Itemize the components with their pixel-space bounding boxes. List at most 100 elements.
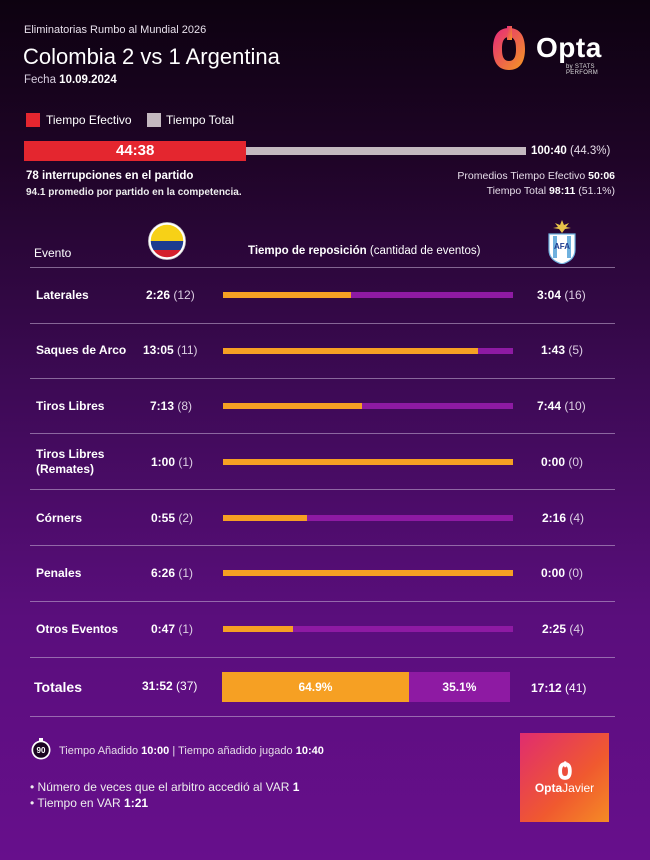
totals-argentina-count: (41): [565, 681, 587, 695]
var-time-label: • Tiempo en VAR: [30, 796, 121, 810]
average-total-pct: (51.1%): [578, 185, 615, 197]
totals-colombia: 31:52 (37): [142, 679, 197, 693]
colombia-value: 0:47 (1): [151, 622, 193, 636]
argentina-value: 0:00 (0): [541, 455, 583, 469]
argentina-time: 1:43: [541, 343, 566, 357]
event-label: Saques de Arco: [36, 343, 127, 357]
colombia-share-fill: [223, 626, 293, 632]
opta-javier-opta: Opta: [534, 781, 563, 795]
legend-effective-swatch: [26, 113, 40, 127]
added-played-value: 10:40: [295, 745, 324, 757]
colombia-count: (12): [173, 288, 195, 302]
colombia-count: (2): [178, 511, 194, 525]
share-bar: [223, 348, 513, 354]
argentina-count: (4): [569, 622, 585, 636]
share-bar: [223, 292, 513, 298]
argentina-value: 2:25 (4): [542, 622, 584, 636]
colombia-time: 1:00: [151, 455, 176, 469]
opta-mark-icon: [493, 26, 525, 70]
average-total-value: 98:11: [549, 185, 576, 197]
opta-javier-mark-icon: [558, 761, 572, 780]
colombia-count: (11): [177, 343, 198, 357]
colombia-time: 6:26: [151, 566, 176, 580]
table-divider: [30, 601, 615, 602]
svg-text:AFA: AFA: [554, 242, 570, 251]
opta-logo: Opta by STATS PERFORM: [490, 26, 624, 76]
match-title: Colombia 2 vs 1 Argentina: [23, 44, 280, 69]
total-time-value: 100:40: [531, 145, 567, 157]
effective-time-value: 44:38: [116, 142, 155, 159]
event-label: Córners: [36, 511, 83, 525]
added-time-label: Tiempo Añadido: [59, 745, 139, 757]
totals-argentina-fill: [408, 672, 510, 702]
colombia-time: 0:55: [151, 511, 176, 525]
argentina-time: 2:25: [542, 622, 567, 636]
argentina-value: 2:16 (4): [542, 511, 584, 525]
argentina-count: (4): [569, 511, 585, 525]
argentina-time: 0:00: [541, 566, 566, 580]
var-count-value: 1: [292, 780, 300, 794]
var-count-label: • Número de veces que el arbitro accedió…: [30, 780, 290, 794]
table-divider: [30, 378, 615, 379]
total-time: 100:40 (44.3%): [531, 145, 610, 157]
argentina-time: 0:00: [541, 455, 566, 469]
stopwatch-icon: 90: [31, 738, 51, 760]
argentina-value: 1:43 (5): [541, 343, 583, 357]
table-divider: [30, 433, 615, 434]
argentina-time: 7:44: [537, 399, 562, 413]
share-bar: [223, 570, 513, 576]
competition-name: Eliminatorias Rumbo al Mundial 2026: [24, 24, 207, 36]
share-bar: [223, 403, 513, 409]
date-label: Fecha: [24, 74, 56, 86]
effective-time-fill: [24, 141, 247, 161]
average-effective: Promedios Tiempo Efectivo 50:06: [457, 170, 615, 182]
event-column-header: Evento: [34, 246, 72, 260]
share-bar: [223, 459, 513, 465]
legend-total-swatch: [147, 113, 161, 127]
event-label: Laterales: [36, 288, 89, 302]
opta-javier-text: OptaJavier: [520, 781, 609, 795]
table-divider: [30, 323, 615, 324]
event-label: Otros Eventos: [36, 622, 119, 636]
share-bar: [223, 626, 513, 632]
table-divider: [30, 489, 615, 490]
total-time-track: [24, 147, 526, 155]
argentina-value: 7:44 (10): [537, 399, 586, 413]
argentina-count: (10): [564, 399, 586, 413]
var-time-value: 1:21: [124, 796, 149, 810]
colombia-share-fill: [223, 403, 363, 409]
colombia-count: (1): [178, 455, 194, 469]
totals-argentina: 17:12 (41): [531, 681, 586, 695]
var-time-text: • Tiempo en VAR 1:21: [30, 796, 148, 810]
average-total: Tiempo Total 98:11 (51.1%): [487, 185, 615, 197]
argentina-count: (0): [568, 455, 584, 469]
added-time-text: Tiempo Añadido 10:00 | Tiempo añadido ju…: [59, 745, 324, 757]
average-effective-value: 50:06: [588, 170, 615, 182]
opta-javier-logo: OptaJavier: [520, 733, 609, 822]
totals-colombia-fill: [222, 672, 409, 702]
interruptions-text: 78 interrupciones en el partido: [26, 170, 194, 182]
added-time-value: 10:00: [141, 745, 170, 757]
argentina-value: 3:04 (16): [537, 288, 586, 302]
opta-sub: by STATS PERFORM: [566, 64, 599, 76]
colombia-value: 1:00 (1): [151, 455, 193, 469]
argentina-count: (5): [568, 343, 584, 357]
totals-label: Totales: [34, 679, 82, 695]
effective-time-bar: [24, 141, 526, 161]
match-date: Fecha 10.09.2024: [24, 74, 117, 86]
competition-average-text: 94.1 promedio por partido en la competen…: [26, 187, 242, 198]
totals-colombia-time: 31:52: [142, 679, 173, 693]
colombia-crest-icon: [148, 222, 186, 260]
date-value: 10.09.2024: [59, 74, 117, 86]
colombia-count: (1): [178, 622, 194, 636]
argentina-value: 0:00 (0): [541, 566, 583, 580]
stopwatch-label: 90: [37, 746, 46, 755]
table-divider: [30, 545, 615, 546]
table-divider: [30, 657, 615, 658]
opta-javier-name: Javier: [562, 781, 595, 795]
colombia-value: 6:26 (1): [151, 566, 193, 580]
var-count-text: • Número de veces que el arbitro accedió…: [30, 780, 299, 794]
argentina-count: (16): [564, 288, 586, 302]
replacement-header-plain: (cantidad de eventos): [369, 245, 481, 257]
average-effective-label: Promedios Tiempo Efectivo: [457, 170, 586, 182]
